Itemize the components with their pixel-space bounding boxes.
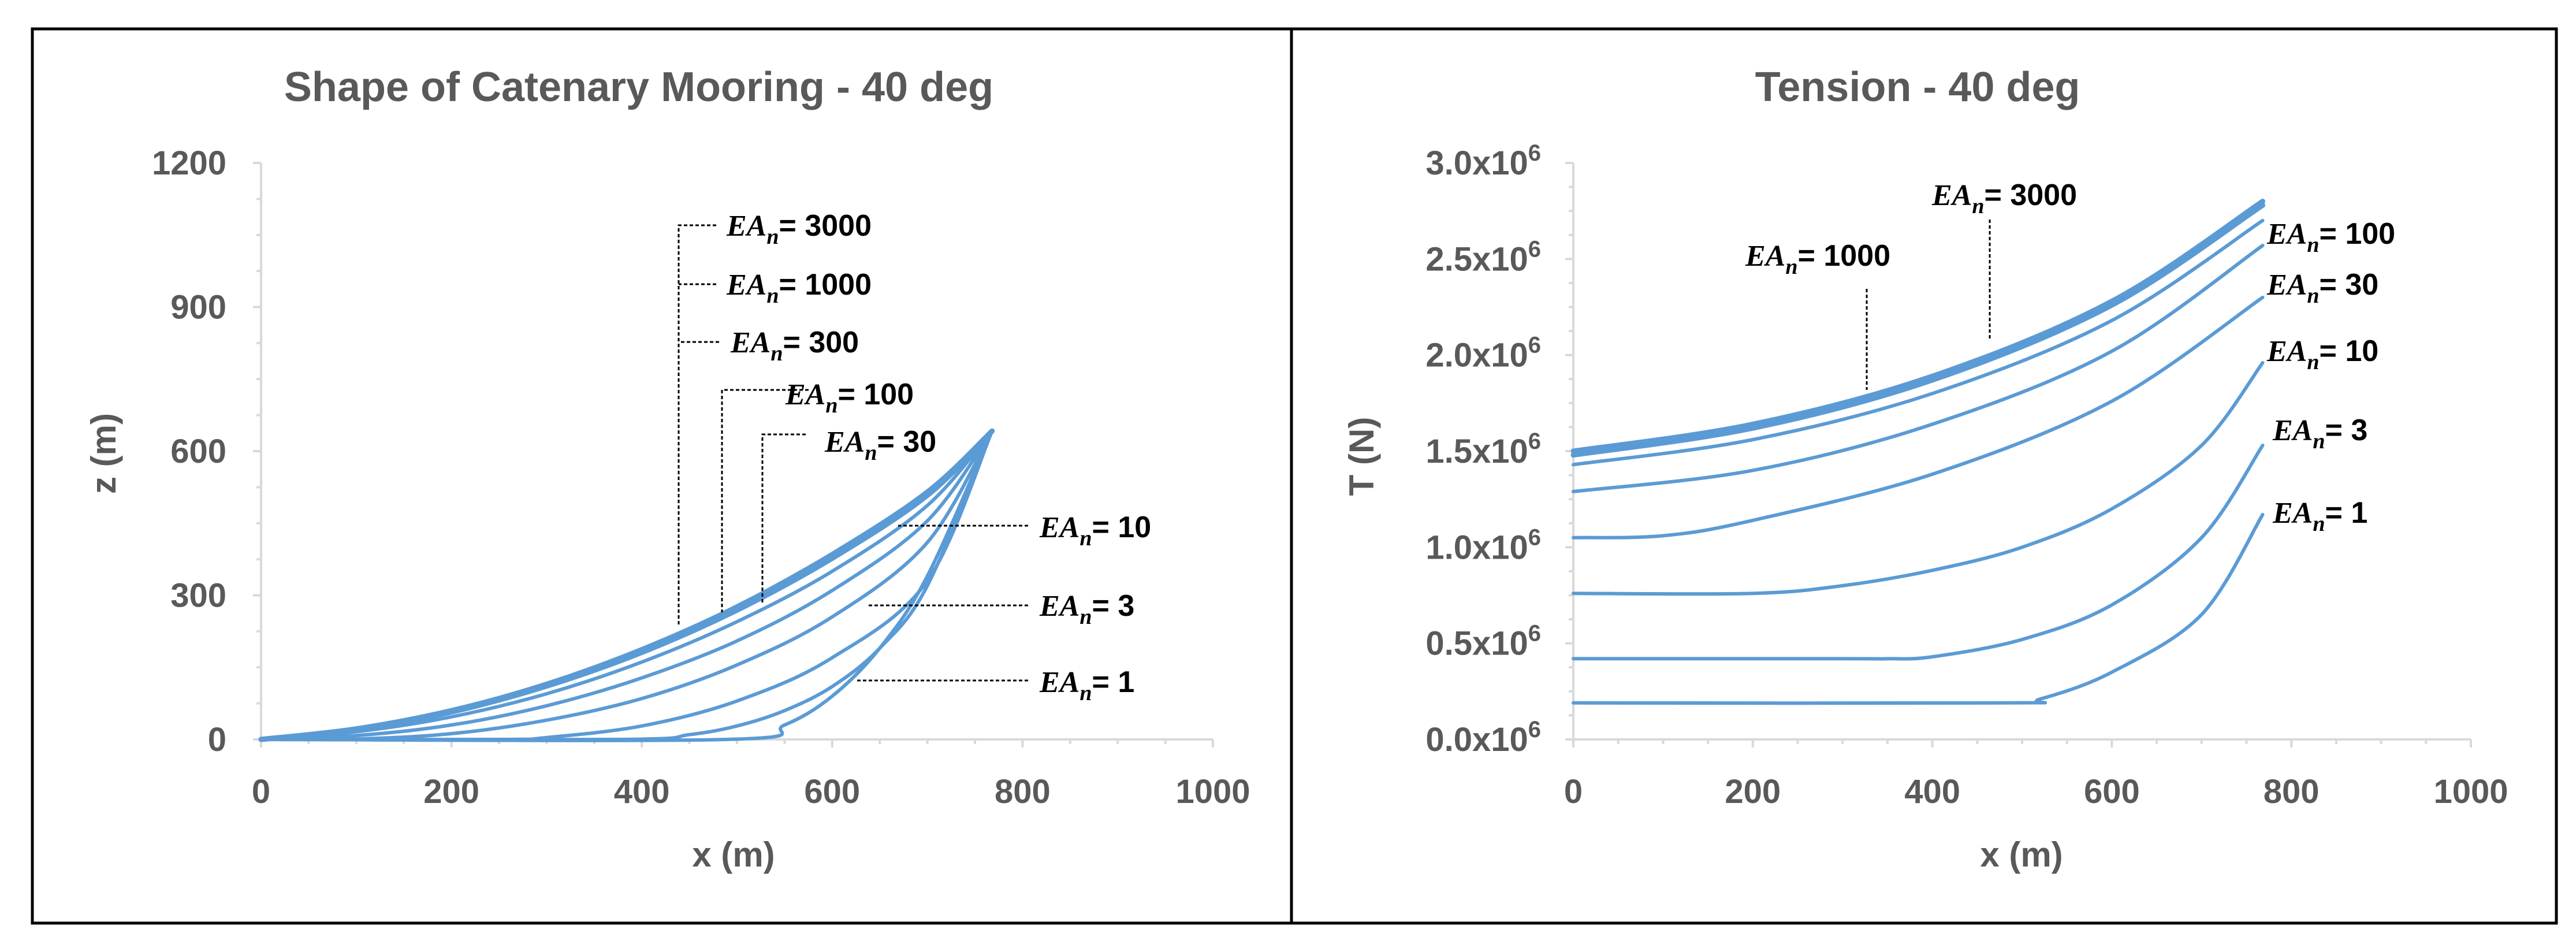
figure-border (31, 27, 2558, 925)
chart1-series-line (258, 428, 995, 742)
chart-tension: Tension - 40 deg T (N) x (m) 0 200 400 600 8… (1342, 64, 2508, 874)
chart2-series-line (1570, 199, 2265, 454)
chart2-series-annotation: EAn= 10 (2266, 334, 2378, 374)
chart1-series-annotation: EAn= 10 (1039, 511, 1151, 551)
chart2-x-tick-label: 800 (2264, 773, 2320, 810)
chart2-series-annotation: EAn= 3 (2272, 414, 2367, 453)
chart2-y-tick-label: 1.0x106 (1425, 525, 1541, 566)
chart2-series-annotation: EAn= 1 (2272, 496, 2367, 536)
chart-catenary-shape: Shape of Catenary Mooring - 40 deg z (m)… (84, 64, 1250, 874)
chart1-leader-line (677, 224, 716, 626)
chart1-series-line (259, 429, 994, 742)
chart2-series-annotation: EAn= 100 (2266, 217, 2395, 257)
chart1-series-line (259, 429, 994, 742)
chart1-y-tick-label: 600 (170, 433, 226, 470)
chart1-x-tick-label: 200 (423, 773, 479, 810)
chart1-series-annotation: EAn= 3 (1039, 589, 1134, 629)
chart2-series-line (1572, 218, 2265, 467)
chart1-series-annotation: EAn= 1000 (726, 268, 872, 308)
chart2-series-line (1572, 444, 2265, 661)
chart2-series-line (1572, 512, 2265, 705)
chart2-ylabel: T (N) (1342, 417, 1381, 496)
chart1-series-annotation: EAn= 100 (785, 378, 914, 418)
chart2-x-tick-label: 400 (1904, 773, 1960, 810)
chart1-x-tick-label: 1000 (1175, 773, 1250, 810)
chart1-series-annotation: EAn= 300 (730, 326, 859, 366)
chart1-x-tick-label: 600 (804, 773, 860, 810)
chart2-y-tick-label: 2.0x106 (1425, 333, 1541, 374)
chart2-series-annotation: EAn= 3000 (1931, 178, 2077, 218)
chart1-xlabel: x (m) (692, 835, 775, 874)
chart1-series-line (259, 429, 994, 741)
chart1-series-line (259, 429, 994, 742)
chart1-series-annotation: EAn= 30 (824, 425, 936, 465)
chart1-series-line (259, 429, 994, 741)
chart2-series-line (1572, 295, 2265, 540)
chart2-x-tick-label: 600 (2084, 773, 2140, 810)
chart2-x-tick-label: 200 (1725, 773, 1781, 810)
chart1-y-tick-label: 300 (170, 577, 226, 615)
chart2-y-tick-label: 3.0x106 (1425, 140, 1541, 182)
chart1-series-annotation: EAn= 3000 (726, 209, 872, 249)
chart1-y-tick-label: 900 (170, 289, 226, 326)
chart1-y-tick-label: 1200 (152, 144, 226, 182)
chart2-series-line (1570, 202, 2265, 458)
chart2-y-tick-label: 0.5x106 (1425, 621, 1541, 663)
chart2-series-line (1572, 244, 2265, 493)
chart1-series-line (259, 429, 994, 742)
chart2-x-tick-label: 0 (1564, 773, 1583, 810)
chart1-y-tick-label: 0 (208, 721, 226, 758)
chart2-xlabel: x (m) (1980, 835, 2063, 874)
chart1-leader-line (761, 433, 806, 604)
chart1-title: Shape of Catenary Mooring - 40 deg (284, 64, 993, 110)
chart2-y-tick-label: 0.0x106 (1425, 717, 1541, 758)
chart2-series-line (1572, 361, 2265, 596)
chart2-series-annotation: EAn= 30 (2266, 268, 2378, 308)
chart1-x-tick-label: 400 (614, 773, 670, 810)
chart2-x-tick-label: 1000 (2433, 773, 2508, 810)
chart2-y-tick-label: 1.5x106 (1425, 429, 1541, 470)
chart1-series-annotation: EAn= 1 (1039, 665, 1134, 705)
chart1-x-tick-label: 0 (252, 773, 270, 810)
chart1-ylabel: z (m) (84, 413, 123, 494)
chart1-leader-line (721, 389, 809, 612)
chart1-x-tick-label: 800 (995, 773, 1051, 810)
chart2-series-annotation: EAn= 1000 (1745, 239, 1890, 279)
chart2-title: Tension - 40 deg (1755, 64, 2080, 110)
chart2-y-tick-label: 2.5x106 (1425, 236, 1541, 278)
